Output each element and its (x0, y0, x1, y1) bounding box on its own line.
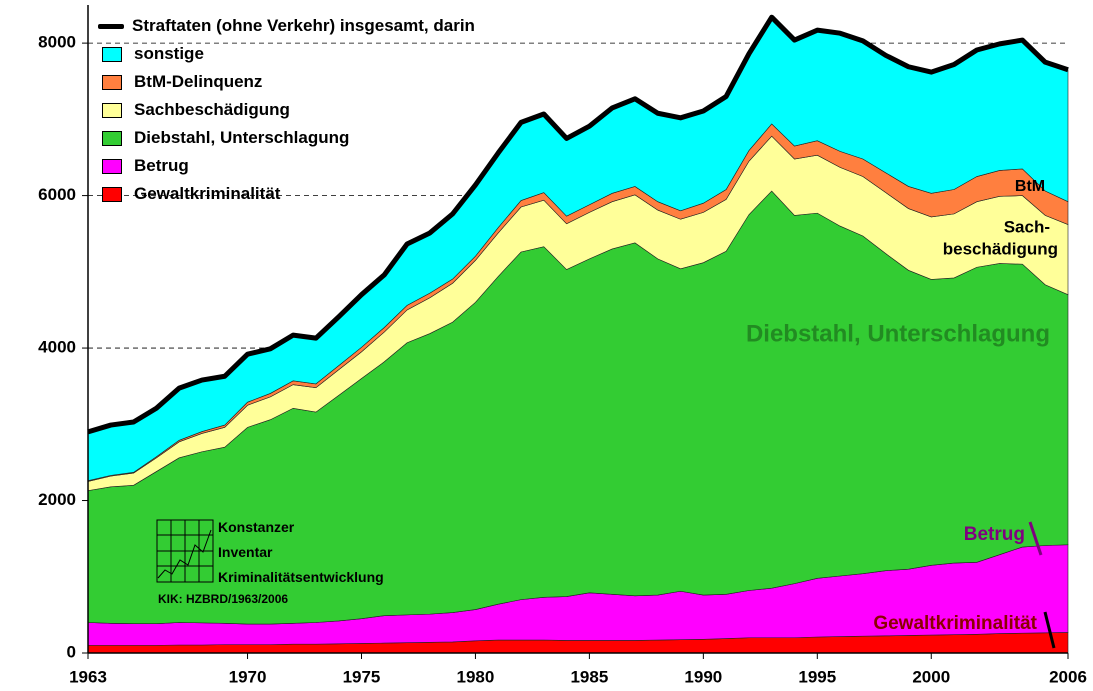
y-tick-label: 0 (67, 642, 76, 661)
legend-item: Gewaltkriminalität (98, 184, 538, 204)
legend-item: sonstige (98, 44, 538, 64)
legend-item: Diebstahl, Unterschlagung (98, 128, 538, 148)
legend-swatch (102, 159, 122, 174)
y-tick-label: 6000 (38, 185, 76, 204)
y-tick-label: 8000 (38, 33, 76, 52)
x-tick-label: 1990 (684, 667, 722, 686)
logo-icon (156, 519, 214, 583)
annotation: BtM (1015, 178, 1045, 195)
legend-swatch (98, 24, 124, 29)
legend-label: BtM-Delinquenz (134, 72, 263, 91)
x-tick-label: 1995 (798, 667, 836, 686)
legend-item: Sachbeschädigung (98, 100, 538, 120)
annotation: Betrug (964, 524, 1025, 545)
betrug-pointer (1028, 521, 1043, 556)
legend-label: Straftaten (ohne Verkehr) insgesamt, dar… (132, 16, 475, 35)
logo-source: KIK: HZBRD/1963/2006 (158, 592, 288, 606)
x-tick-label: 1975 (343, 667, 381, 686)
y-tick-label: 2000 (38, 490, 76, 509)
plot-area: 0 2000 4000 6000 8000 1963 1970 1975 1980 1985 199… (38, 5, 1087, 686)
total-line (87, 14, 1069, 435)
logo-line-text: Konstanzer (218, 519, 295, 535)
annotation: Sach- (1004, 217, 1050, 236)
annotation: beschädigung (943, 239, 1058, 258)
legend-swatch (102, 187, 122, 202)
annotation: Gewaltkriminalität (873, 613, 1037, 634)
legend-swatch (102, 103, 122, 118)
x-tick-label: 1985 (570, 667, 608, 686)
x-tick-label: 1980 (457, 667, 495, 686)
y-tick-label: 4000 (38, 338, 76, 357)
legend-label: Sachbeschädigung (134, 100, 290, 119)
x-tick-label: 2000 (912, 667, 950, 686)
x-tick-label: 2006 (1049, 667, 1087, 686)
legend: Straftaten (ohne Verkehr) insgesamt, dar… (98, 16, 538, 212)
legend-swatch (102, 131, 122, 146)
logo-line-text: Inventar (218, 544, 273, 560)
legend-swatch (102, 47, 122, 62)
logo-line: Inventar (218, 544, 273, 560)
legend-label: Betrug (134, 156, 189, 175)
legend-label: Diebstahl, Unterschlagung (134, 128, 350, 147)
legend-item: Betrug (98, 156, 538, 176)
legend-label: sonstige (134, 44, 204, 63)
legend-item: BtM-Delinquenz (98, 72, 538, 92)
legend-label: Gewaltkriminalität (134, 184, 281, 203)
legend-swatch (102, 75, 122, 90)
annotation: Diebstahl, Unterschlagung (746, 320, 1050, 347)
legend-item: Straftaten (ohne Verkehr) insgesamt, dar… (98, 16, 538, 36)
logo-line: Kriminalitätsentwicklung (218, 569, 384, 585)
x-tick-label: 1963 (69, 667, 107, 686)
logo-line-text: Kriminalitätsentwicklung (218, 569, 384, 585)
x-tick-label: 1970 (229, 667, 267, 686)
gewalt-pointer (1043, 611, 1056, 649)
logo-line: Konstanzer (218, 519, 295, 535)
